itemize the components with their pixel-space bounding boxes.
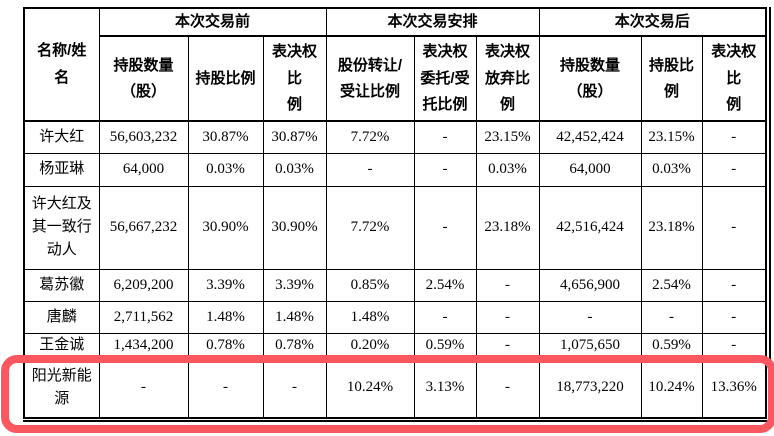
data-cell: 4,656,900 xyxy=(538,268,642,302)
data-cell: - xyxy=(325,152,415,187)
data-cell: 13.36% xyxy=(701,357,767,419)
data-cell: 0.03% xyxy=(640,152,703,187)
data-cell: - xyxy=(701,152,767,187)
data-cell: 18,773,220 xyxy=(538,357,642,419)
data-cell: 2.54% xyxy=(413,268,477,302)
data-cell: 56,603,232 xyxy=(98,120,189,154)
data-cell: - xyxy=(701,268,767,302)
data-cell: - xyxy=(475,268,540,302)
data-cell: 1,434,200 xyxy=(98,332,189,359)
data-cell: 2,711,562 xyxy=(98,300,189,334)
table-outer-double-line-bottom xyxy=(23,420,771,422)
data-cell: 0.03% xyxy=(187,152,264,187)
data-cell: - xyxy=(538,300,642,334)
data-cell: - xyxy=(701,332,767,359)
data-cell: 2.54% xyxy=(640,268,703,302)
row-name-cell: 许大红及 其一致行 动人 xyxy=(23,185,100,270)
data-cell: - xyxy=(475,332,540,359)
group-header-row: 名称/姓 名 本次交易前 本次交易安排 本次交易后 xyxy=(23,7,767,123)
data-cell: 23.15% xyxy=(475,120,540,154)
data-cell: 3.39% xyxy=(187,268,264,302)
table-outer-double-line-right xyxy=(769,7,771,422)
data-cell: 42,452,424 xyxy=(538,120,642,154)
column-header: 持股比例 xyxy=(187,35,264,123)
row-name-cell: 唐麟 xyxy=(23,300,100,334)
data-cell: 30.90% xyxy=(187,185,264,270)
data-cell: 0.03% xyxy=(475,152,540,187)
data-cell: 7.72% xyxy=(325,120,415,154)
data-cell: 30.87% xyxy=(187,120,264,154)
row-name-cell: 王金诚 xyxy=(23,332,100,359)
row-name-cell: 葛苏徽 xyxy=(23,268,100,302)
row-name-cell: 许大红 xyxy=(23,120,100,154)
column-header: 持股数量 （股） xyxy=(538,35,642,123)
data-cell: - xyxy=(98,357,189,419)
data-cell: 64,000 xyxy=(98,152,189,187)
data-cell: 10.24% xyxy=(640,357,703,419)
data-cell: - xyxy=(262,357,327,419)
data-cell: - xyxy=(475,357,540,419)
data-cell: 0.85% xyxy=(325,268,415,302)
group-header-before: 本次交易前 xyxy=(98,7,327,38)
data-cell: 0.78% xyxy=(187,332,264,359)
row-name-cell: 阳光新能 源 xyxy=(23,357,100,419)
data-cell: - xyxy=(413,300,477,334)
data-cell: 0.03% xyxy=(262,152,327,187)
data-cell: - xyxy=(701,185,767,270)
data-cell: 0.20% xyxy=(325,332,415,359)
data-cell: - xyxy=(413,152,477,187)
data-cell: - xyxy=(187,357,264,419)
table-row: 许大红 56,603,232 30.87% 30.87% 7.72% - 23.… xyxy=(23,120,767,154)
data-cell: 7.72% xyxy=(325,185,415,270)
data-cell: 0.78% xyxy=(262,332,327,359)
name-column-header: 名称/姓 名 xyxy=(23,7,100,123)
data-cell: 0.59% xyxy=(413,332,477,359)
column-header: 表决权比 例 xyxy=(701,35,767,123)
data-cell: 3.39% xyxy=(262,268,327,302)
data-cell: - xyxy=(413,185,477,270)
data-cell: - xyxy=(640,300,703,334)
row-name-cell: 杨亚琳 xyxy=(23,152,100,187)
column-header: 表决权比 例 xyxy=(262,35,327,123)
column-header: 股份转让/ 受让比例 xyxy=(325,35,415,123)
group-header-after: 本次交易后 xyxy=(538,7,767,38)
column-header: 持股数量 （股） xyxy=(98,35,189,123)
data-cell: - xyxy=(701,300,767,334)
data-cell: 30.87% xyxy=(262,120,327,154)
data-cell: - xyxy=(701,120,767,154)
data-cell: 23.18% xyxy=(475,185,540,270)
table-row: 唐麟 2,711,562 1.48% 1.48% 1.48% - - - - - xyxy=(23,300,767,334)
column-header-row: 持股数量 （股） 持股比例 表决权比 例 股份转让/ 受让比例 表决权 委托/受… xyxy=(24,35,767,123)
table-row-highlighted: 阳光新能 源 - - - 10.24% 3.13% - 18,773,220 1… xyxy=(23,357,767,419)
shareholding-table: 名称/姓 名 本次交易前 本次交易安排 本次交易后 持股数量 （股） 持股比例 … xyxy=(23,7,768,420)
data-cell: 64,000 xyxy=(538,152,642,187)
data-cell: - xyxy=(413,120,477,154)
column-header: 表决权 放弃比 例 xyxy=(475,35,540,123)
table-row: 王金诚 1,434,200 0.78% 0.78% 0.20% 0.59% - … xyxy=(23,332,767,359)
table-row: 杨亚琳 64,000 0.03% 0.03% - - 0.03% 64,000 … xyxy=(23,152,767,187)
data-cell: 23.18% xyxy=(640,185,703,270)
data-cell: 1.48% xyxy=(325,300,415,334)
column-header: 持股比 例 xyxy=(640,35,703,123)
data-cell: 0.59% xyxy=(640,332,703,359)
data-cell: 56,667,232 xyxy=(98,185,189,270)
data-cell: - xyxy=(475,300,540,334)
data-cell: 10.24% xyxy=(325,357,415,419)
data-cell: 23.15% xyxy=(640,120,703,154)
data-cell: 6,209,200 xyxy=(98,268,189,302)
data-cell: 1,075,650 xyxy=(538,332,642,359)
data-cell: 1.48% xyxy=(262,300,327,334)
group-header-arrangement: 本次交易安排 xyxy=(325,7,540,38)
data-cell: 30.90% xyxy=(262,185,327,270)
data-cell: 42,516,424 xyxy=(538,185,642,270)
table-row: 葛苏徽 6,209,200 3.39% 3.39% 0.85% 2.54% - … xyxy=(23,268,767,302)
table-row: 许大红及 其一致行 动人 56,667,232 30.90% 30.90% 7.… xyxy=(23,185,767,270)
column-header: 表决权 委托/受 托比例 xyxy=(413,35,477,123)
data-cell: 1.48% xyxy=(187,300,264,334)
data-cell: 3.13% xyxy=(413,357,477,419)
